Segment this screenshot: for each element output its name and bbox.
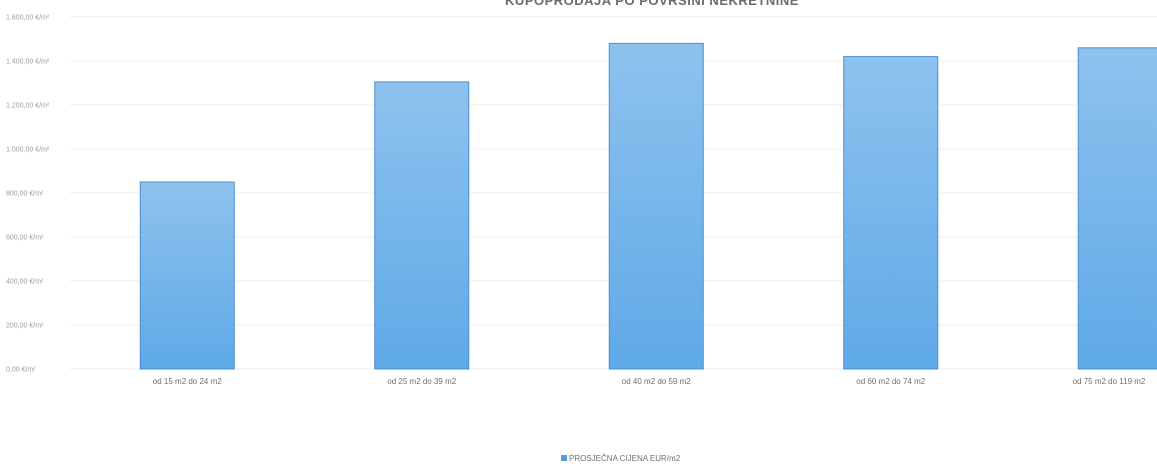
y-tick-label: 400,00 €/m² [6, 279, 44, 286]
x-category-label: od 25 m2 do 39 m2 [387, 377, 456, 386]
x-category-label: od 40 m2 do 59 m2 [622, 377, 691, 386]
y-tick-label: 1.600,00 €/m² [6, 15, 50, 22]
y-tick-label: 800,00 €/m² [6, 191, 44, 198]
y-tick-label: 200,00 €/m² [6, 323, 44, 330]
x-axis-categories: od 15 m2 do 24 m2 od 25 m2 do 39 m2 od 40 … [153, 377, 1146, 386]
chart-title: KUPOPRODAJA PO POVRŠINI NEKRETNINE [505, 0, 799, 8]
legend-swatch [561, 455, 567, 461]
x-category-label: od 60 m2 do 74 m2 [856, 377, 925, 386]
bars [139, 42, 1157, 370]
x-category-label: od 75 m2 do 119 m2 [1073, 377, 1146, 386]
y-tick-label: 1.400,00 €/m² [6, 59, 50, 66]
bar [1077, 47, 1157, 370]
bar [608, 42, 704, 370]
y-tick-label: 600,00 €/m² [6, 235, 44, 242]
y-tick-label: 1.200,00 €/m² [6, 103, 50, 110]
y-tick-label: 1.000,00 €/m² [6, 147, 50, 154]
y-tick-label: 0,00 €/m² [6, 367, 36, 374]
legend-label: PROSJEČNA CIJENA EUR/m2 [569, 454, 681, 463]
x-category-label: od 15 m2 do 24 m2 [153, 377, 222, 386]
bar [843, 56, 939, 370]
bar [139, 181, 235, 370]
bar [374, 81, 470, 370]
legend: PROSJEČNA CIJENA EUR/m2 [561, 454, 681, 463]
y-axis-ticks: 0,00 €/m² 200,00 €/m² 400,00 €/m² 600,00 €/… [6, 15, 50, 374]
